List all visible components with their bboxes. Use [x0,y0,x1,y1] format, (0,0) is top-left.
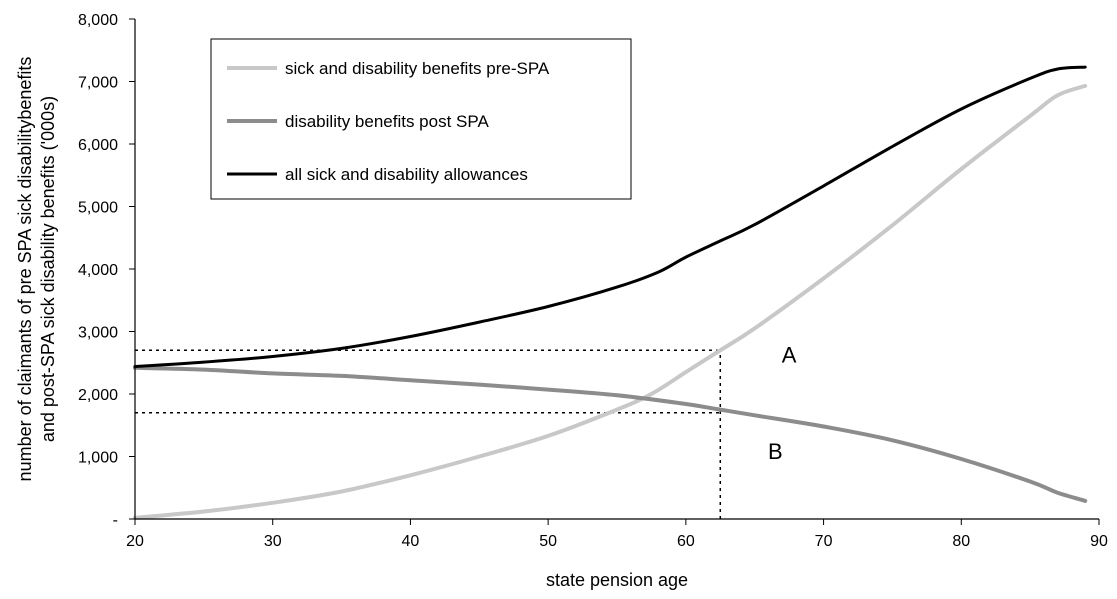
x-tick-label: 30 [264,533,282,550]
y-tick-label: 1,000 [78,450,118,467]
x-tick-label: 50 [539,533,557,550]
legend: sick and disability benefits pre-SPA dis… [210,38,632,200]
legend-item: sick and disability benefits pre-SPA [227,59,550,78]
x-tick-label: 40 [402,533,420,550]
legend-item: all sick and disability allowances [227,165,528,184]
ticks: 20 30 40 50 60 70 80 90 - 1,000 2,000 3,000 4,000 5,0… [78,12,1108,550]
annotations: AB [768,342,797,464]
annotation-a: A [782,342,797,367]
legend-label-all: all sick and disability allowances [285,165,528,184]
y-tick-label: 3,000 [78,325,118,342]
y-tick-label: 6,000 [78,137,118,154]
legend-label-post-spa: disability benefits post SPA [285,112,489,131]
series-line-all [133,65,1087,368]
y-tick-label: - [113,512,118,529]
y-axis-title-line-1: number of claimants of pre SPA sick disa… [15,57,35,482]
x-tick-label: 90 [1090,533,1108,550]
x-tick-label: 80 [952,533,970,550]
y-tick-label: 8,000 [78,12,118,29]
y-tick-label: 5,000 [78,200,118,217]
reference-lines [135,349,722,519]
x-tick-label: 60 [677,533,695,550]
y-tick-label: 2,000 [78,387,118,404]
x-tick-label: 20 [126,533,144,550]
series-line-post-spa [133,365,1088,503]
series-layer [133,65,1088,520]
y-axis-title-line-2: and post-SPA sick disability benefits ('… [38,96,58,442]
legend-item: disability benefits post SPA [227,112,489,131]
x-tick-label: 70 [815,533,833,550]
series-line-pre-spa [133,83,1088,520]
annotation-b: B [768,439,783,464]
y-tick-label: 7,000 [78,75,118,92]
x-axis-title: state pension age [546,570,688,590]
y-tick-label: 4,000 [78,262,118,279]
legend-box [210,38,632,200]
legend-label-pre-spa: sick and disability benefits pre-SPA [285,59,550,78]
